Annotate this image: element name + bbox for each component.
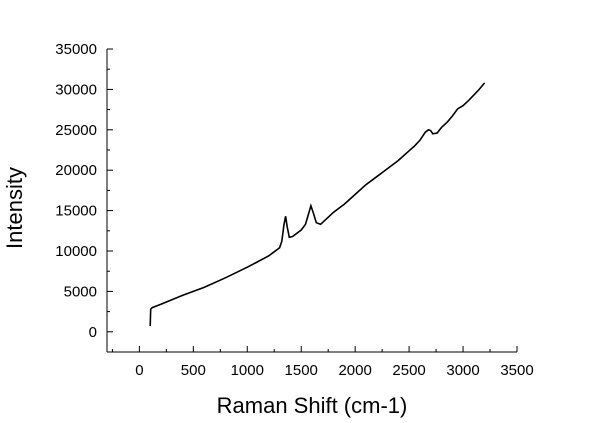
x-tick-label: 2000 <box>338 362 371 379</box>
x-tick-label: 3000 <box>446 362 479 379</box>
y-tick-label: 25000 <box>55 122 97 139</box>
y-tick-label: 35000 <box>55 41 97 58</box>
y-tick-label: 20000 <box>55 162 97 179</box>
x-tick-label: 1000 <box>231 362 264 379</box>
x-tick-label: 1500 <box>285 362 318 379</box>
y-tick-label: 5000 <box>64 283 97 300</box>
x-tick-label: 0 <box>135 362 143 379</box>
x-tick-label: 3500 <box>500 362 533 379</box>
y-tick-label: 15000 <box>55 203 97 220</box>
y-ticks: 0 5000 10000 15000 20000 25000 30000 35000 <box>55 41 113 353</box>
spectrum-line <box>149 82 486 327</box>
x-axis-label: Raman Shift (cm-1) <box>217 393 408 418</box>
y-tick-label: 0 <box>89 324 97 341</box>
x-tick-label: 2500 <box>392 362 425 379</box>
y-tick-label: 30000 <box>55 81 97 98</box>
x-tick-label: 500 <box>181 362 206 379</box>
y-axis-label: Intensity <box>2 167 27 249</box>
x-ticks: 0 500 1000 1500 2000 2500 3000 3500 <box>111 346 534 379</box>
y-tick-label: 10000 <box>55 243 97 260</box>
